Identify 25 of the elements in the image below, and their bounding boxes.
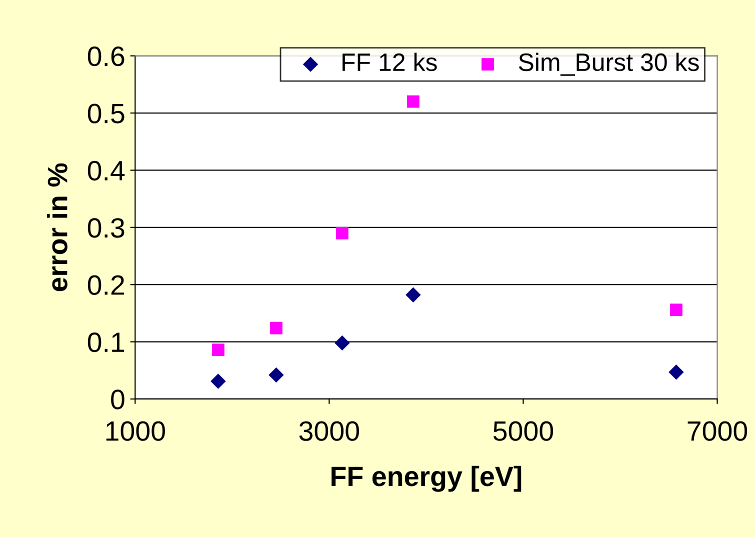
y-tick-label: 0.2 (88, 275, 124, 295)
y-axis-title: error in % (47, 163, 68, 292)
point (406, 287, 421, 303)
point (270, 322, 282, 334)
x-tick-label: 3000 (299, 421, 359, 441)
x-tick-label: 1000 (106, 421, 165, 441)
y-tick-label: 0.4 (88, 160, 125, 181)
x-tick-label: 5000 (493, 421, 554, 441)
x-tick-label: 7000 (688, 421, 748, 441)
y-tick-label: 0 (111, 390, 124, 410)
y-tick-label: 0.6 (88, 46, 124, 66)
point (670, 304, 682, 316)
y-tick-label: 0.1 (88, 332, 124, 352)
point (210, 374, 226, 389)
point (268, 367, 284, 383)
y-tick-label: 0.3 (88, 218, 124, 238)
legend-label: Sim_Burst 30 ks (518, 52, 699, 76)
y-tick-label: 0.5 (88, 104, 124, 124)
point (212, 344, 224, 356)
point (334, 335, 350, 351)
point (336, 226, 348, 240)
point (668, 364, 684, 380)
x-axis-title: FF energy [eV] (332, 466, 522, 492)
point (406, 95, 420, 108)
legend-label: FF 12 ks (342, 52, 437, 72)
